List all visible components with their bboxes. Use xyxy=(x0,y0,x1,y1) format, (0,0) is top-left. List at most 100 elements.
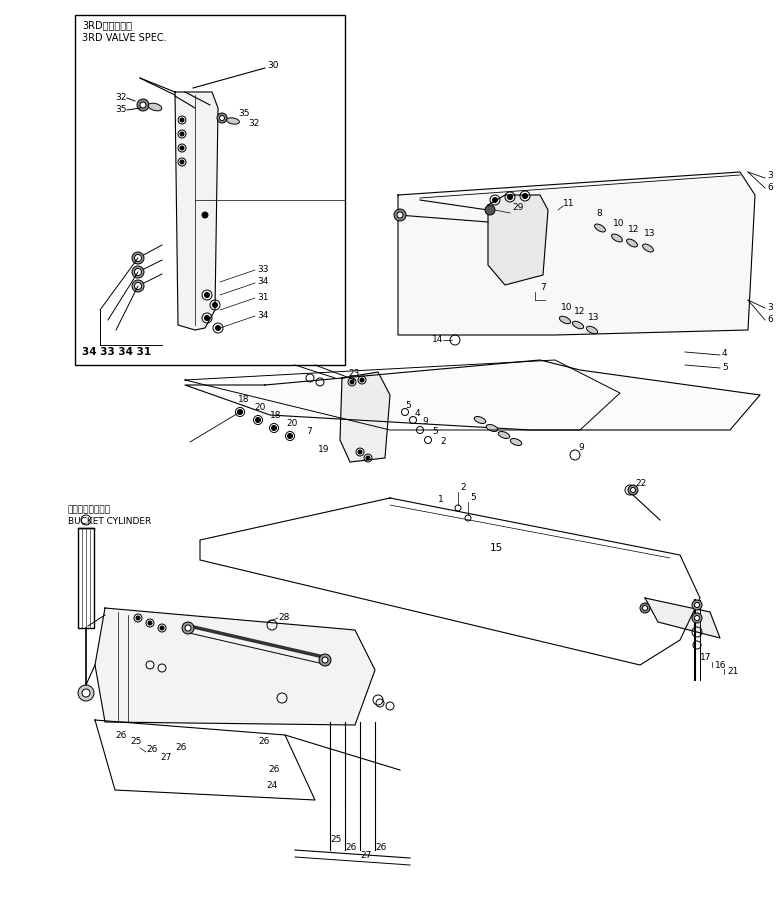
Circle shape xyxy=(132,252,144,264)
Circle shape xyxy=(78,685,94,701)
Circle shape xyxy=(136,616,140,620)
Text: 26: 26 xyxy=(258,737,269,746)
Text: 3RDバルブ仕様: 3RDバルブ仕様 xyxy=(82,20,132,30)
Text: 26: 26 xyxy=(175,744,187,753)
Circle shape xyxy=(272,426,276,430)
Circle shape xyxy=(319,654,331,666)
Text: BUCKET CYLINDER: BUCKET CYLINDER xyxy=(68,517,151,526)
Text: 5: 5 xyxy=(470,494,476,503)
Ellipse shape xyxy=(498,432,510,438)
Circle shape xyxy=(160,626,164,630)
Polygon shape xyxy=(175,92,218,330)
Circle shape xyxy=(492,198,497,203)
Circle shape xyxy=(288,434,293,438)
Text: 30: 30 xyxy=(267,61,279,71)
Circle shape xyxy=(212,303,218,307)
Text: 26: 26 xyxy=(146,745,157,754)
Circle shape xyxy=(137,99,149,111)
Text: 6: 6 xyxy=(767,315,773,324)
Text: 35: 35 xyxy=(238,109,250,118)
Ellipse shape xyxy=(643,244,654,252)
Circle shape xyxy=(135,254,142,261)
Circle shape xyxy=(180,118,184,122)
Text: 9: 9 xyxy=(422,418,428,427)
Circle shape xyxy=(180,160,184,164)
Text: 7: 7 xyxy=(540,284,545,293)
Circle shape xyxy=(82,689,90,697)
Text: 11: 11 xyxy=(563,198,574,207)
Circle shape xyxy=(692,613,702,623)
Circle shape xyxy=(132,280,144,292)
Polygon shape xyxy=(645,598,720,638)
Circle shape xyxy=(366,456,370,460)
Text: 1: 1 xyxy=(438,496,443,505)
Text: 5: 5 xyxy=(432,427,438,436)
Polygon shape xyxy=(340,372,390,462)
Text: 33: 33 xyxy=(257,265,268,274)
Text: 25: 25 xyxy=(130,737,142,746)
Ellipse shape xyxy=(626,239,637,247)
Circle shape xyxy=(180,132,184,136)
Ellipse shape xyxy=(573,321,584,329)
Text: バケットシリンダ: バケットシリンダ xyxy=(68,506,111,515)
Circle shape xyxy=(255,418,261,422)
Circle shape xyxy=(180,146,184,150)
Text: 3RD VALVE SPEC.: 3RD VALVE SPEC. xyxy=(82,33,166,43)
Text: 32: 32 xyxy=(248,119,259,128)
Ellipse shape xyxy=(510,438,522,445)
Text: 25: 25 xyxy=(330,835,342,844)
Text: 35: 35 xyxy=(115,105,127,115)
Circle shape xyxy=(630,488,636,492)
Text: 2: 2 xyxy=(440,437,446,446)
Circle shape xyxy=(360,378,364,382)
Text: 31: 31 xyxy=(257,293,268,302)
Circle shape xyxy=(205,315,209,321)
Text: 27: 27 xyxy=(360,851,371,860)
Circle shape xyxy=(695,615,699,621)
Circle shape xyxy=(237,409,243,415)
Text: 26: 26 xyxy=(115,730,126,739)
Text: 34: 34 xyxy=(257,277,268,286)
Text: 26: 26 xyxy=(375,843,387,852)
Text: 10: 10 xyxy=(561,303,573,312)
Circle shape xyxy=(148,621,152,625)
Circle shape xyxy=(643,605,647,611)
Ellipse shape xyxy=(226,118,240,124)
Circle shape xyxy=(216,325,220,330)
Circle shape xyxy=(485,205,495,215)
Text: 24: 24 xyxy=(266,780,277,789)
Polygon shape xyxy=(185,360,760,430)
Circle shape xyxy=(507,195,513,199)
Text: 21: 21 xyxy=(727,667,738,676)
Circle shape xyxy=(135,283,142,289)
Text: 10: 10 xyxy=(613,219,625,228)
Ellipse shape xyxy=(587,326,598,334)
Text: 4: 4 xyxy=(415,409,421,418)
Text: 29: 29 xyxy=(512,204,524,213)
Text: 12: 12 xyxy=(628,224,640,233)
Circle shape xyxy=(322,657,328,663)
Text: 18: 18 xyxy=(238,395,250,404)
Text: 8: 8 xyxy=(596,209,601,218)
Text: 7: 7 xyxy=(306,427,312,436)
Text: 2: 2 xyxy=(460,483,465,492)
Text: 20: 20 xyxy=(254,403,265,412)
Text: 22: 22 xyxy=(635,479,647,488)
Text: 17: 17 xyxy=(700,654,712,663)
Circle shape xyxy=(202,212,208,218)
Text: 34 33 34 31: 34 33 34 31 xyxy=(82,347,151,357)
Text: 26: 26 xyxy=(345,843,356,852)
Text: 6: 6 xyxy=(767,183,773,192)
Circle shape xyxy=(692,600,702,610)
Text: 34: 34 xyxy=(257,311,268,320)
Circle shape xyxy=(628,485,638,495)
Polygon shape xyxy=(488,195,548,285)
Circle shape xyxy=(140,102,146,108)
Ellipse shape xyxy=(486,425,498,431)
Text: 16: 16 xyxy=(715,661,727,670)
Circle shape xyxy=(397,212,403,218)
Circle shape xyxy=(350,380,354,384)
Ellipse shape xyxy=(612,234,622,242)
Circle shape xyxy=(219,116,225,120)
Text: 27: 27 xyxy=(160,753,171,762)
